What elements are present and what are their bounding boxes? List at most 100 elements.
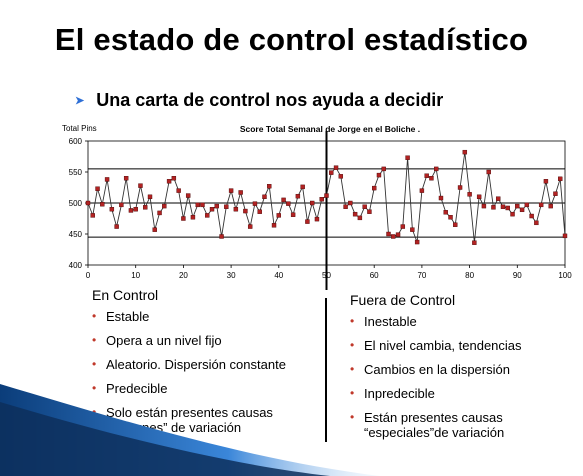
out-of-control-list: • Inestable • El nivel cambia, tendencias … — [350, 314, 575, 440]
data-point — [147, 194, 153, 200]
bullet-icon: • — [92, 333, 97, 347]
chart-series — [85, 149, 568, 245]
x-tick-label: 30 — [227, 271, 236, 280]
data-point — [119, 202, 124, 208]
data-point — [290, 212, 296, 217]
data-point — [309, 200, 315, 206]
data-point — [181, 216, 186, 221]
data-point — [152, 227, 157, 232]
list-item: • El nivel cambia, tendencias — [350, 338, 575, 353]
data-point — [276, 213, 281, 218]
data-point — [543, 179, 549, 184]
y-tick-label: 450 — [69, 230, 83, 239]
list-item-text: Están presentes causas “especiales”de va… — [364, 410, 505, 440]
subtitle-row: ➤ Una carta de control nos ayuda a decid… — [75, 90, 443, 111]
data-point — [205, 213, 210, 218]
data-point — [185, 193, 191, 198]
data-point — [319, 197, 324, 202]
out-of-control-heading: Fuera de Control — [350, 292, 456, 308]
data-point — [209, 206, 215, 212]
slide-subtitle: Una carta de control nos ayuda a decidir — [96, 90, 444, 110]
data-point — [562, 233, 568, 239]
data-point — [515, 203, 520, 209]
data-point — [219, 234, 224, 239]
data-point — [429, 176, 434, 181]
data-point — [491, 205, 496, 210]
list-item-text: Inestable — [364, 314, 417, 329]
data-point — [524, 202, 530, 208]
data-point — [176, 188, 181, 193]
y-tick-label: 400 — [69, 261, 83, 270]
data-point — [90, 213, 95, 218]
data-point — [434, 166, 439, 172]
bullet-icon: • — [350, 386, 355, 400]
y-tick-label: 550 — [69, 168, 83, 177]
list-item: • Cambios en la dispersión — [350, 362, 575, 377]
data-point — [295, 193, 301, 199]
data-point — [123, 176, 129, 181]
data-point — [190, 215, 196, 220]
data-point — [114, 224, 119, 229]
bullet-icon: • — [92, 381, 97, 395]
bullet-icon: • — [350, 338, 355, 352]
list-item-text: Inpredecible — [364, 386, 435, 401]
data-point — [481, 203, 487, 209]
x-tick-label: 40 — [274, 271, 283, 280]
out-of-control-column: Fuera de Control • Inestable • El nivel ca… — [350, 292, 575, 449]
data-point — [414, 239, 420, 245]
list-item-text: Predecible — [106, 381, 168, 396]
data-point — [333, 165, 339, 170]
list-item-text: Aleatorio. Dispersión constante — [106, 357, 286, 372]
data-point — [267, 184, 272, 189]
data-point — [271, 223, 277, 228]
data-point — [171, 176, 177, 181]
data-point — [195, 202, 200, 208]
chart-axes: 400 450 500 550 600 0 10 20 30 40 50 60 70 80 90 100 — [69, 137, 573, 280]
data-point — [472, 240, 477, 245]
data-point — [228, 188, 234, 193]
data-point — [362, 204, 367, 209]
data-point — [324, 193, 329, 198]
data-point — [128, 208, 134, 213]
data-point — [300, 184, 305, 190]
data-point — [348, 200, 353, 206]
data-point — [338, 174, 344, 179]
column-divider — [325, 298, 327, 442]
data-point — [224, 204, 229, 209]
data-point — [214, 203, 219, 209]
data-point — [352, 211, 358, 217]
slide-title: El estado de control estadístico — [54, 22, 529, 57]
data-point — [314, 216, 320, 222]
x-tick-label: 20 — [179, 271, 188, 280]
data-point — [443, 210, 448, 215]
list-item-text: Opera a un nivel fijo — [106, 333, 222, 348]
list-item: • Aleatorio. Dispersión constante — [92, 357, 317, 372]
list-item-text: Estable — [106, 309, 150, 324]
bullet-icon: • — [350, 362, 355, 376]
data-point — [85, 200, 91, 206]
y-tick-label: 600 — [69, 137, 83, 146]
data-point — [519, 207, 525, 213]
in-control-heading: En Control — [92, 287, 159, 303]
data-point — [281, 197, 286, 203]
data-point — [457, 185, 463, 190]
chart-ylabel: Total Pins — [62, 124, 97, 133]
data-point — [109, 206, 115, 212]
x-tick-label: 90 — [513, 271, 522, 280]
list-item: • Inestable — [350, 314, 575, 329]
list-item-text: Cambios en la dispersión — [364, 362, 510, 377]
data-point — [405, 155, 410, 160]
data-point — [381, 166, 386, 172]
data-point — [233, 206, 239, 212]
data-point — [438, 195, 444, 201]
x-tick-label: 10 — [131, 271, 140, 280]
x-tick-label: 60 — [370, 271, 379, 280]
data-point — [372, 185, 377, 191]
data-point — [510, 211, 515, 217]
data-point — [157, 210, 162, 216]
x-tick-label: 80 — [465, 271, 474, 280]
data-point — [496, 196, 501, 201]
in-control-list: • Estable • Opera a un nivel fijo • Aleator… — [92, 309, 317, 435]
data-point — [486, 169, 491, 175]
data-point — [534, 220, 539, 226]
